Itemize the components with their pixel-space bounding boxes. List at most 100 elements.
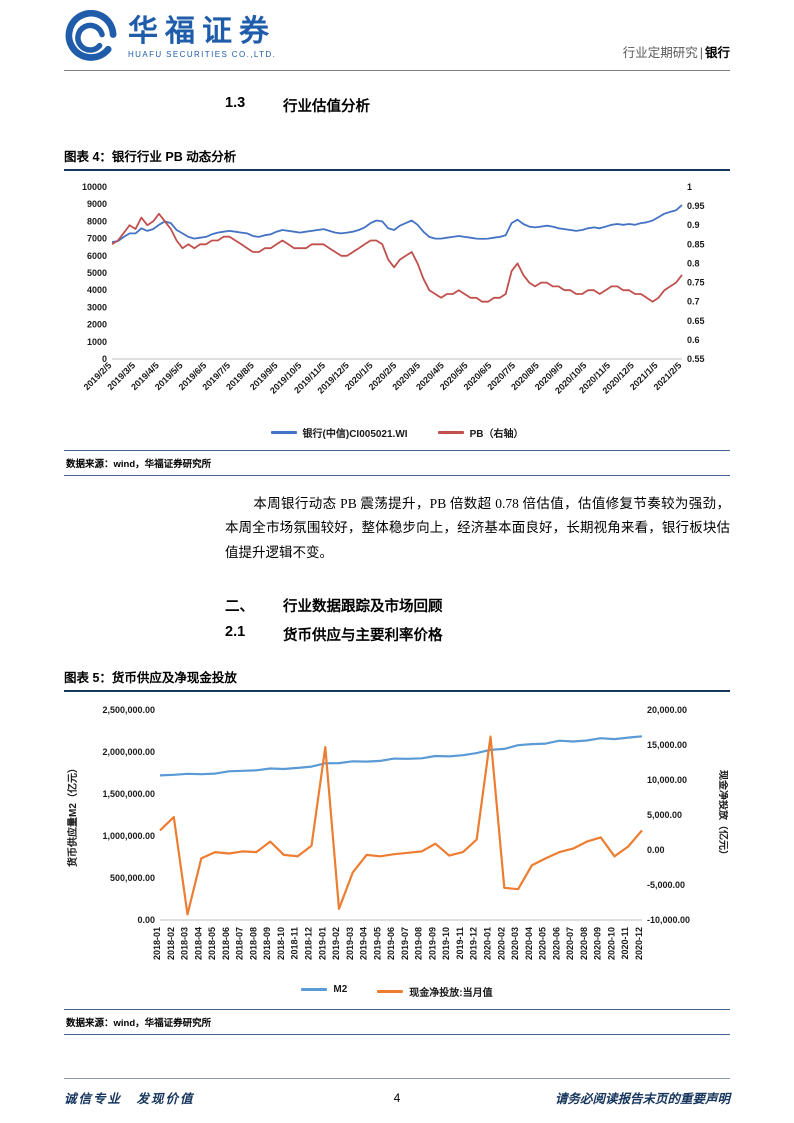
series-line bbox=[111, 204, 683, 243]
svg-text:20,000.00: 20,000.00 bbox=[647, 705, 687, 715]
svg-text:2018-10: 2018-10 bbox=[276, 927, 286, 960]
chart-plot-area: 0 1000 2000 3000 4000 5000 6000 7000 8000 9000 100… bbox=[64, 179, 730, 423]
legend-line-icon bbox=[437, 431, 464, 434]
data-source-note: 数据来源：wind，华福证券研究所 bbox=[64, 1008, 730, 1035]
svg-text:2018-01: 2018-01 bbox=[152, 927, 162, 960]
data-source-note: 数据来源：wind，华福证券研究所 bbox=[64, 450, 730, 476]
legend-line-icon bbox=[270, 431, 297, 434]
figure-4: 图表 4：银行行业 PB 动态分析 0 1000 2000 3000 4000 5000 6… bbox=[0, 146, 794, 476]
svg-text:2018-11: 2018-11 bbox=[290, 927, 300, 960]
svg-text:2020-07: 2020-07 bbox=[565, 927, 575, 960]
legend-line-icon bbox=[377, 989, 404, 993]
legend-item: M2 bbox=[301, 984, 347, 999]
svg-text:2018-02: 2018-02 bbox=[166, 927, 176, 960]
legend-label: PB（右轴） bbox=[469, 429, 524, 440]
svg-text:0.85: 0.85 bbox=[687, 239, 705, 249]
svg-text:2019-06: 2019-06 bbox=[386, 927, 396, 960]
svg-text:0.00: 0.00 bbox=[137, 915, 155, 925]
svg-text:2019-04: 2019-04 bbox=[359, 927, 369, 960]
section-number: 1.3 bbox=[225, 95, 246, 111]
svg-text:2019-03: 2019-03 bbox=[345, 927, 355, 960]
section-title: 行业估值分析 bbox=[283, 99, 370, 115]
brand-logo: 华福证券 HUAFU SECURITIES CO.,LTD. bbox=[64, 10, 276, 64]
svg-text:0.6: 0.6 bbox=[687, 335, 700, 345]
svg-text:2018-03: 2018-03 bbox=[180, 927, 190, 960]
svg-text:-10,000.00: -10,000.00 bbox=[647, 915, 690, 925]
svg-text:0.7: 0.7 bbox=[687, 297, 700, 307]
svg-text:0.65: 0.65 bbox=[687, 316, 705, 326]
svg-text:10,000.00: 10,000.00 bbox=[647, 775, 687, 785]
svg-text:0.9: 0.9 bbox=[687, 220, 700, 230]
svg-text:2019-02: 2019-02 bbox=[331, 927, 341, 960]
footer-slogan: 诚信专业 发现价值 bbox=[64, 1092, 195, 1106]
brand-name-en: HUAFU SECURITIES CO.,LTD. bbox=[128, 50, 277, 59]
figure-4-caption: 图表 4：银行行业 PB 动态分析 bbox=[64, 146, 730, 171]
svg-text:6000: 6000 bbox=[87, 251, 107, 261]
svg-text:2020-05: 2020-05 bbox=[538, 927, 548, 960]
svg-text:2020-08: 2020-08 bbox=[579, 927, 589, 960]
svg-text:2020-09: 2020-09 bbox=[593, 927, 603, 960]
svg-text:现金净投放（亿元）: 现金净投放（亿元） bbox=[717, 770, 728, 860]
pb-dynamics-chart: 0 1000 2000 3000 4000 5000 6000 7000 8000 9000 100… bbox=[64, 179, 730, 440]
legend-item: 现金净投放:当月值 bbox=[377, 984, 493, 999]
figure-5: 图表 5：货币供应及净现金投放 0.00 500,000.00 1,000,000.… bbox=[0, 667, 794, 1035]
svg-text:2018-08: 2018-08 bbox=[248, 927, 258, 960]
report-type-label: 行业定期研究 bbox=[622, 46, 698, 60]
series-line bbox=[111, 212, 683, 303]
svg-text:2018-06: 2018-06 bbox=[221, 927, 231, 960]
chart-canvas: 0 1000 2000 3000 4000 5000 6000 7000 8000 9000 100… bbox=[82, 182, 705, 396]
svg-text:2019-10: 2019-10 bbox=[441, 927, 451, 960]
svg-text:9000: 9000 bbox=[87, 199, 107, 209]
svg-text:0.75: 0.75 bbox=[687, 278, 705, 288]
svg-text:2019-01: 2019-01 bbox=[317, 927, 327, 960]
svg-text:1,500,000.00: 1,500,000.00 bbox=[102, 789, 155, 799]
svg-text:0.55: 0.55 bbox=[687, 354, 705, 364]
section-number: 二、 bbox=[225, 598, 254, 615]
sector-label: 银行 bbox=[704, 46, 730, 60]
svg-text:2019-07: 2019-07 bbox=[400, 927, 410, 960]
legend-item: PB（右轴） bbox=[437, 425, 524, 440]
brand-name: 华福证券 HUAFU SECURITIES CO.,LTD. bbox=[128, 15, 276, 59]
chart-legend: M2 现金净投放:当月值 bbox=[64, 984, 730, 999]
svg-text:2018-07: 2018-07 bbox=[235, 927, 245, 960]
svg-text:2,500,000.00: 2,500,000.00 bbox=[102, 705, 155, 715]
svg-text:2020-11: 2020-11 bbox=[620, 927, 630, 960]
svg-text:2020-02: 2020-02 bbox=[496, 927, 506, 960]
svg-text:0.8: 0.8 bbox=[687, 258, 700, 268]
section-title: 行业数据跟踪及市场回顾 bbox=[283, 598, 443, 615]
figure-5-caption: 图表 5：货币供应及净现金投放 bbox=[64, 667, 730, 692]
series-line bbox=[159, 735, 643, 777]
svg-text:2019-12: 2019-12 bbox=[469, 927, 479, 960]
svg-text:2020-06: 2020-06 bbox=[551, 927, 561, 960]
svg-text:2018-05: 2018-05 bbox=[207, 927, 217, 960]
page-header: 华福证券 HUAFU SECURITIES CO.,LTD. 行业定期研究 | 银行 bbox=[64, 10, 730, 71]
svg-text:2000: 2000 bbox=[87, 320, 107, 330]
svg-text:2020-03: 2020-03 bbox=[510, 927, 520, 960]
svg-text:2019-09: 2019-09 bbox=[427, 927, 437, 960]
svg-text:5000: 5000 bbox=[87, 268, 107, 278]
svg-text:0.95: 0.95 bbox=[687, 201, 705, 211]
svg-text:2019-11: 2019-11 bbox=[455, 927, 465, 960]
svg-text:1,000,000.00: 1,000,000.00 bbox=[102, 831, 155, 841]
svg-text:2019-08: 2019-08 bbox=[414, 927, 424, 960]
legend-line-icon bbox=[301, 987, 328, 991]
section-heading-1-3: 1.3 行业估值分析 bbox=[225, 95, 730, 116]
svg-text:1000: 1000 bbox=[87, 337, 107, 347]
svg-text:1: 1 bbox=[687, 182, 692, 192]
chart-legend: 银行(中信)CI005021.WI PB（右轴） bbox=[64, 425, 730, 440]
svg-text:2020-12: 2020-12 bbox=[634, 927, 644, 960]
svg-text:2018-12: 2018-12 bbox=[303, 927, 313, 960]
svg-text:15,000.00: 15,000.00 bbox=[647, 740, 687, 750]
svg-text:3000: 3000 bbox=[87, 302, 107, 312]
page-number: 4 bbox=[393, 1090, 401, 1105]
svg-text:货币供应量M2（亿元）: 货币供应量M2（亿元） bbox=[66, 763, 79, 867]
svg-text:5,000.00: 5,000.00 bbox=[647, 810, 682, 820]
money-supply-chart: 0.00 500,000.00 1,000,000.00 1,500,000.00 2,… bbox=[64, 700, 730, 999]
page-footer: 诚信专业 发现价值 4 请务必阅读报告末页的重要声明 bbox=[64, 1078, 730, 1107]
chart-canvas: 0.00 500,000.00 1,000,000.00 1,500,000.00 2,… bbox=[66, 705, 728, 960]
svg-text:2,000,000.00: 2,000,000.00 bbox=[102, 747, 155, 757]
header-separator: | bbox=[699, 46, 703, 60]
brand-name-cn: 华福证券 bbox=[128, 14, 276, 49]
svg-text:500,000.00: 500,000.00 bbox=[110, 873, 155, 883]
legend-label: M2 bbox=[333, 983, 348, 995]
